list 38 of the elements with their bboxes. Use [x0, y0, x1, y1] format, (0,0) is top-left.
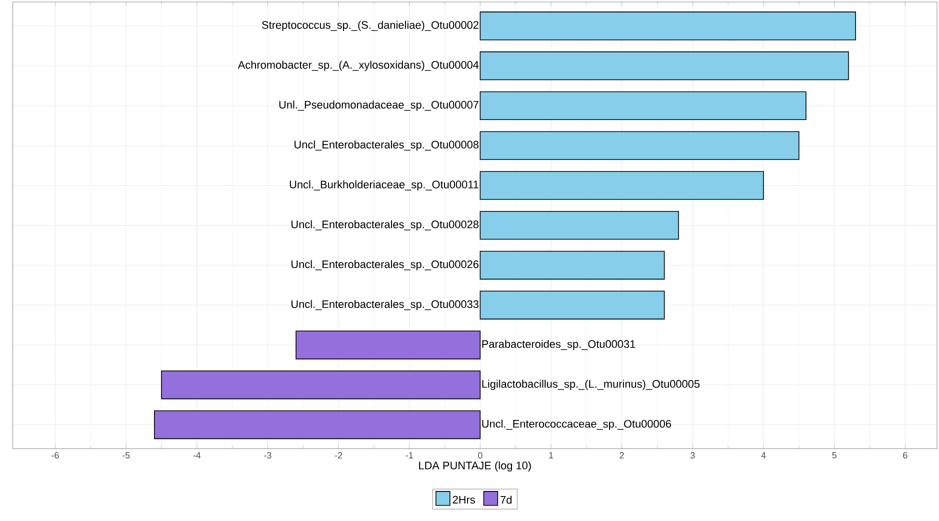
y-tick-label: Streptococcus_sp._(S._danieliae)_Otu00002 [262, 20, 478, 31]
y-tick-label: Uncl._Enterobacterales_sp._Otu00033 [292, 300, 478, 310]
x-tick-label: 4 [761, 452, 766, 458]
x-tick-label: -4 [193, 452, 201, 458]
bar [480, 250, 665, 280]
y-tick-label: Uncl_Enterobacterales_sp._Otu00008 [294, 140, 478, 150]
x-tick-label: -2 [334, 452, 342, 458]
x-tick-label: -3 [264, 452, 272, 458]
x-axis-title: LDA PUNTAJE (log 10) [419, 461, 531, 472]
bar [480, 290, 665, 320]
y-tick-label: Uncl._Enterobacterales_sp._Otu00026 [292, 260, 478, 270]
bar [296, 330, 481, 360]
bar [480, 91, 806, 120]
x-tick-label: 2 [620, 452, 624, 458]
y-tick-label: Uncl._Burkholderiaceae_sp._Otu00011 [290, 180, 478, 190]
bar [161, 370, 481, 399]
y-tick-label: Unl._Pseudomonadaceae_sp._Otu00007 [279, 100, 478, 111]
bar [480, 170, 764, 200]
y-tick-label: Ligilactobacillus_sp._(L._murinus)_Otu00005 [482, 380, 700, 390]
legend-label: 2Hrs [452, 496, 475, 504]
x-tick-label: -5 [122, 452, 130, 458]
y-tick-label: Uncl._Enterobacterales_sp._Otu00028 [292, 220, 478, 230]
x-tick-label: -1 [406, 452, 413, 458]
x-tick-label: 3 [690, 452, 695, 458]
x-tick-label: 0 [478, 452, 482, 458]
y-tick-label: Parabacteroides_sp._Otu00031 [482, 340, 636, 350]
bar [154, 410, 481, 439]
x-tick-label: 5 [832, 452, 836, 458]
bar [480, 210, 679, 240]
x-tick-label: 6 [903, 452, 908, 458]
bar [480, 130, 800, 160]
bar [480, 51, 849, 80]
x-tick-label: 1 [549, 452, 554, 458]
bar [480, 11, 856, 40]
y-tick-label: Achromobacter_sp._(A._xylosoxidans)_Otu00004 [238, 60, 479, 71]
x-tick-label: -6 [52, 452, 59, 458]
y-tick-label: Uncl._Enterococcaceae_sp._Otu00006 [482, 419, 672, 430]
legend-label: 7d [500, 496, 512, 504]
